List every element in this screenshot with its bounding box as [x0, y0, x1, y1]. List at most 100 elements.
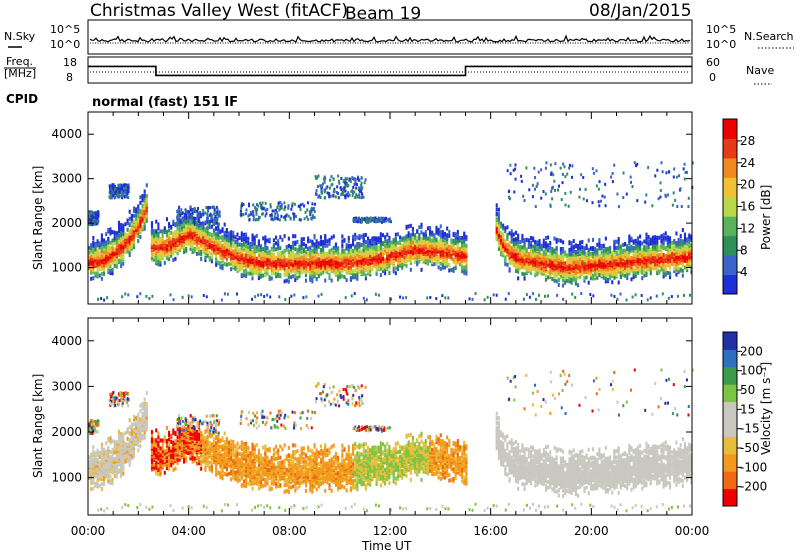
power-cell [446, 236, 449, 241]
power-cell [628, 261, 631, 266]
power-cell [366, 261, 370, 266]
power-cell [289, 252, 293, 257]
power-cell [354, 237, 357, 242]
power-cell [437, 227, 440, 232]
power-cell [322, 243, 325, 248]
power-cell [328, 195, 331, 199]
power-cell [441, 236, 444, 241]
power-cell [232, 249, 235, 254]
power-cell [332, 177, 335, 181]
power-cell [624, 248, 627, 253]
power-cell [92, 254, 95, 259]
power-cell [311, 248, 314, 253]
power-cell [249, 244, 252, 249]
power-cell [521, 271, 524, 276]
power-cell [176, 241, 179, 246]
power-cell [135, 207, 138, 212]
power-cell [275, 208, 278, 212]
power-cell [437, 265, 440, 270]
power-cell [296, 239, 299, 244]
power-cell [187, 215, 190, 220]
power-cell [517, 236, 520, 241]
power-cell [177, 220, 180, 224]
power-cell [649, 263, 652, 268]
power-cell [187, 241, 190, 246]
power-cell [683, 244, 687, 249]
power-cell [247, 243, 250, 248]
power-cell [204, 251, 207, 256]
power-cell [219, 240, 222, 245]
power-cell [361, 193, 364, 197]
power-cell [230, 245, 233, 250]
power-cell [461, 247, 464, 252]
power-cell [319, 247, 323, 252]
power-cell [256, 207, 259, 211]
noise-tick-right-bottom: 10^0 [706, 38, 736, 51]
power-cell [508, 240, 511, 245]
power-cell [396, 266, 400, 271]
power-cell [666, 270, 669, 275]
power-cell [113, 230, 116, 235]
power-cell [234, 235, 237, 240]
power-cell [252, 215, 255, 219]
power-cell [107, 244, 110, 249]
power-cell [163, 226, 166, 231]
power-cell [527, 238, 530, 243]
power-cell [557, 268, 560, 273]
power-cell [414, 233, 417, 238]
power-cell [264, 242, 267, 247]
power-cell [223, 234, 226, 239]
power-cell [351, 269, 355, 274]
power-cell [594, 272, 597, 277]
power-cell [677, 270, 680, 275]
power-cell [272, 243, 275, 248]
power-cell [238, 268, 241, 273]
power-cell [540, 271, 543, 276]
power-cell [172, 257, 175, 262]
power-cell [439, 224, 442, 229]
power-cell [570, 241, 573, 246]
power-cell [183, 244, 186, 249]
power-cell [141, 194, 144, 199]
power-cell [300, 246, 303, 251]
power-cell [165, 256, 168, 261]
power-cell [371, 243, 374, 248]
power-cell [366, 264, 370, 269]
power-cell [209, 213, 212, 217]
power-cell [596, 266, 599, 271]
power-cell [431, 259, 434, 264]
power-cell [278, 208, 281, 212]
power-cell [339, 266, 342, 271]
power-cell [342, 180, 345, 184]
power-cell [557, 254, 560, 259]
power-cell [277, 239, 280, 244]
power-cell [351, 248, 355, 253]
power-cell [257, 266, 260, 271]
power-cell [274, 255, 278, 260]
power-cell [183, 231, 186, 236]
power-cell [261, 201, 264, 205]
power-cell [159, 237, 162, 242]
power-cell [299, 203, 302, 207]
power-cell [405, 224, 408, 229]
power-cell [98, 267, 101, 272]
power-cell [544, 251, 548, 256]
power-cell [325, 186, 328, 190]
power-cell [369, 251, 372, 256]
power-cell [90, 264, 93, 269]
power-cell [651, 235, 654, 240]
power-cell [396, 246, 400, 251]
power-cell [559, 238, 562, 243]
power-cell [371, 239, 374, 244]
power-cell [587, 280, 590, 285]
power-cell [176, 226, 179, 231]
power-cell [651, 247, 654, 252]
power-cell [362, 245, 365, 250]
power-cell [317, 244, 320, 249]
power-cell [242, 269, 246, 274]
power-cell [448, 248, 451, 253]
power-cell [375, 265, 378, 270]
power-cell [281, 252, 284, 257]
power-cell [340, 188, 343, 192]
